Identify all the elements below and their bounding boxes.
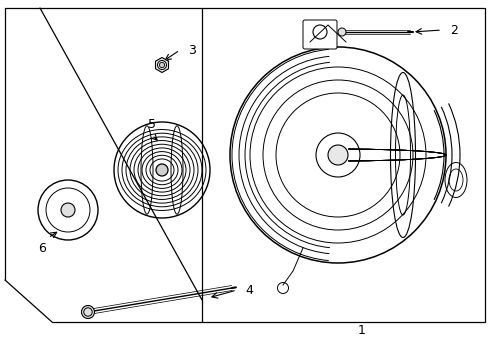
Bar bbox=[202, 8, 485, 322]
Circle shape bbox=[156, 164, 168, 176]
Circle shape bbox=[61, 203, 75, 217]
Text: 6: 6 bbox=[38, 242, 46, 255]
Text: 5: 5 bbox=[148, 118, 156, 131]
Circle shape bbox=[338, 28, 346, 36]
Text: 3: 3 bbox=[188, 44, 196, 57]
Text: 2: 2 bbox=[450, 23, 458, 36]
Text: 4: 4 bbox=[245, 284, 253, 297]
Text: 1: 1 bbox=[358, 324, 366, 337]
Circle shape bbox=[328, 145, 348, 165]
Circle shape bbox=[159, 62, 165, 68]
Circle shape bbox=[81, 306, 95, 319]
Polygon shape bbox=[155, 58, 169, 72]
FancyBboxPatch shape bbox=[303, 20, 337, 49]
